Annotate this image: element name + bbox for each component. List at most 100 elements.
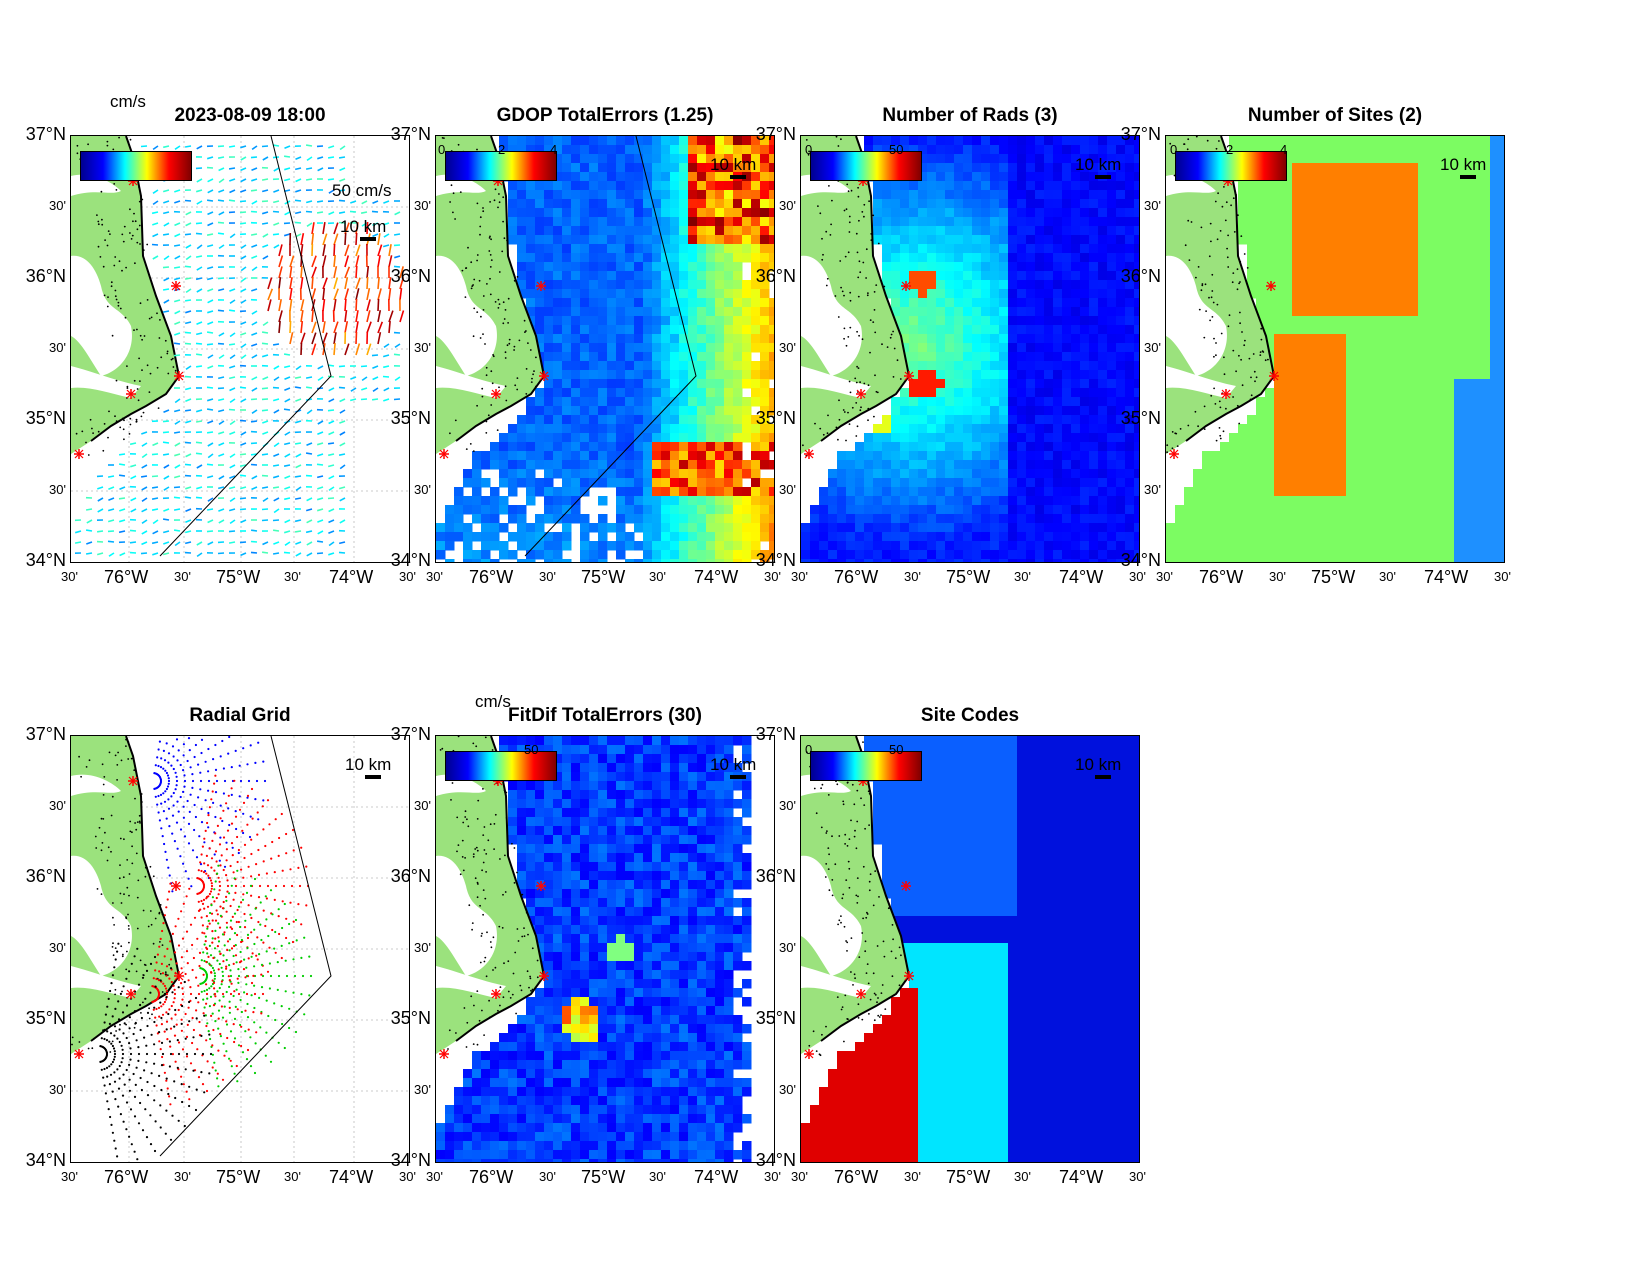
x-axis-tick-label: 30' [904,1169,921,1184]
current-vector [295,541,302,545]
panel-number-of-rads: Number of Rads (3) 0 50 10 km 37°N 30' 36°… [756,105,1146,587]
x-axis-tick-label: 76°W [469,1167,514,1187]
current-vector [107,475,115,478]
current-vector [240,266,247,272]
x-axis-tick-label: 30' [1129,1169,1146,1184]
current-vector [327,364,335,367]
current-vector [273,541,280,545]
current-vector [207,211,214,216]
current-vector [96,530,104,533]
x-axis-tick-label: 30' [649,569,666,584]
current-vector [229,387,236,392]
current-vector [328,530,335,534]
current-vector [141,497,148,502]
current-vector [316,211,324,214]
current-vector [316,442,324,446]
current-vector [96,552,104,556]
current-vector [229,354,236,360]
current-vector [141,530,148,535]
current-vector [306,442,313,447]
current-vector [317,167,324,172]
current-vector [184,463,192,466]
panel-title: FitDif TotalErrors (30) [508,705,702,726]
contour-line [524,136,697,557]
current-vector [162,420,170,423]
current-vector [130,497,137,502]
site-marker-icon [1266,281,1276,291]
current-vector [174,464,181,469]
current-vector [371,210,379,213]
current-vector [338,386,346,389]
x-axis-tick-label: 30' [764,1169,781,1184]
current-vector [327,409,335,412]
current-vector [184,265,192,268]
x-axis-tick-label: 76°W [834,1167,879,1187]
current-vector [240,277,247,283]
y-axis-tick-label: 37°N [25,124,66,144]
current-vector [284,541,291,546]
current-vector [229,299,236,304]
vector-map [70,135,410,563]
current-vector [240,332,247,336]
current-vector [377,332,382,345]
current-vector [163,508,170,512]
current-vector [185,453,192,458]
current-vector [295,398,302,402]
current-vector [393,353,401,356]
y-axis-tick-label: 35°N [390,1008,431,1028]
site-marker-icon [536,281,546,291]
current-vector [355,298,358,312]
sound-water [801,366,871,398]
current-vector [129,541,137,544]
radial-grid-map [70,735,410,1163]
current-vector [239,486,247,490]
scale-label: 10 km [1075,155,1122,174]
current-vector [366,299,371,312]
current-vector [239,497,247,500]
scale-bar [1095,175,1111,179]
current-vector [163,299,170,304]
current-vector [196,332,203,336]
current-vector [173,496,181,499]
current-vector [162,552,170,556]
x-axis-tick-label: 30' [1014,1169,1031,1184]
current-vector [196,200,203,205]
current-vector [366,343,372,356]
current-vector [129,442,137,446]
current-vector [284,453,291,458]
y-axis-tick-label: 35°N [1120,408,1161,428]
current-vector [300,321,304,334]
current-vector [273,167,280,172]
current-vector [338,221,346,224]
current-vector [267,288,274,301]
current-vector [196,552,203,558]
current-vector [305,144,313,147]
current-vector [333,277,339,290]
current-vector [152,189,159,194]
site-marker-icon [171,281,181,291]
scale-bar [1095,775,1111,779]
current-vector [262,431,269,435]
x-axis-tick-label: 30' [426,569,443,584]
x-axis-tick-label: 76°W [1199,567,1244,587]
current-vector [399,287,403,301]
current-vector [328,189,335,194]
current-vector [399,310,405,323]
current-vector [295,464,302,469]
x-axis-tick-label: 30' [61,1169,78,1184]
current-vector [317,519,324,523]
current-vector [272,144,280,147]
x-axis-tick-label: 75°W [946,1167,991,1187]
current-vector [207,299,214,304]
current-vector [361,376,368,382]
current-vector [107,540,115,543]
site-marker-icon [856,989,866,999]
current-vector [344,321,349,334]
current-vector [250,453,258,456]
panel-title: 2023-08-09 18:00 [174,105,326,126]
site-marker-icon [901,281,911,291]
current-vector [261,453,269,456]
current-vector [267,299,272,312]
current-vector [383,343,390,348]
current-vector [141,486,148,491]
